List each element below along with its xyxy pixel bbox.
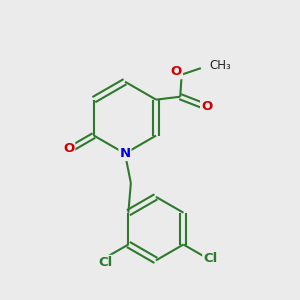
Text: N: N <box>119 147 130 160</box>
Text: Cl: Cl <box>203 252 218 265</box>
Text: O: O <box>171 65 182 78</box>
Text: O: O <box>201 100 212 113</box>
Text: Cl: Cl <box>98 256 112 269</box>
Text: CH₃: CH₃ <box>209 59 231 72</box>
Text: O: O <box>63 142 74 154</box>
